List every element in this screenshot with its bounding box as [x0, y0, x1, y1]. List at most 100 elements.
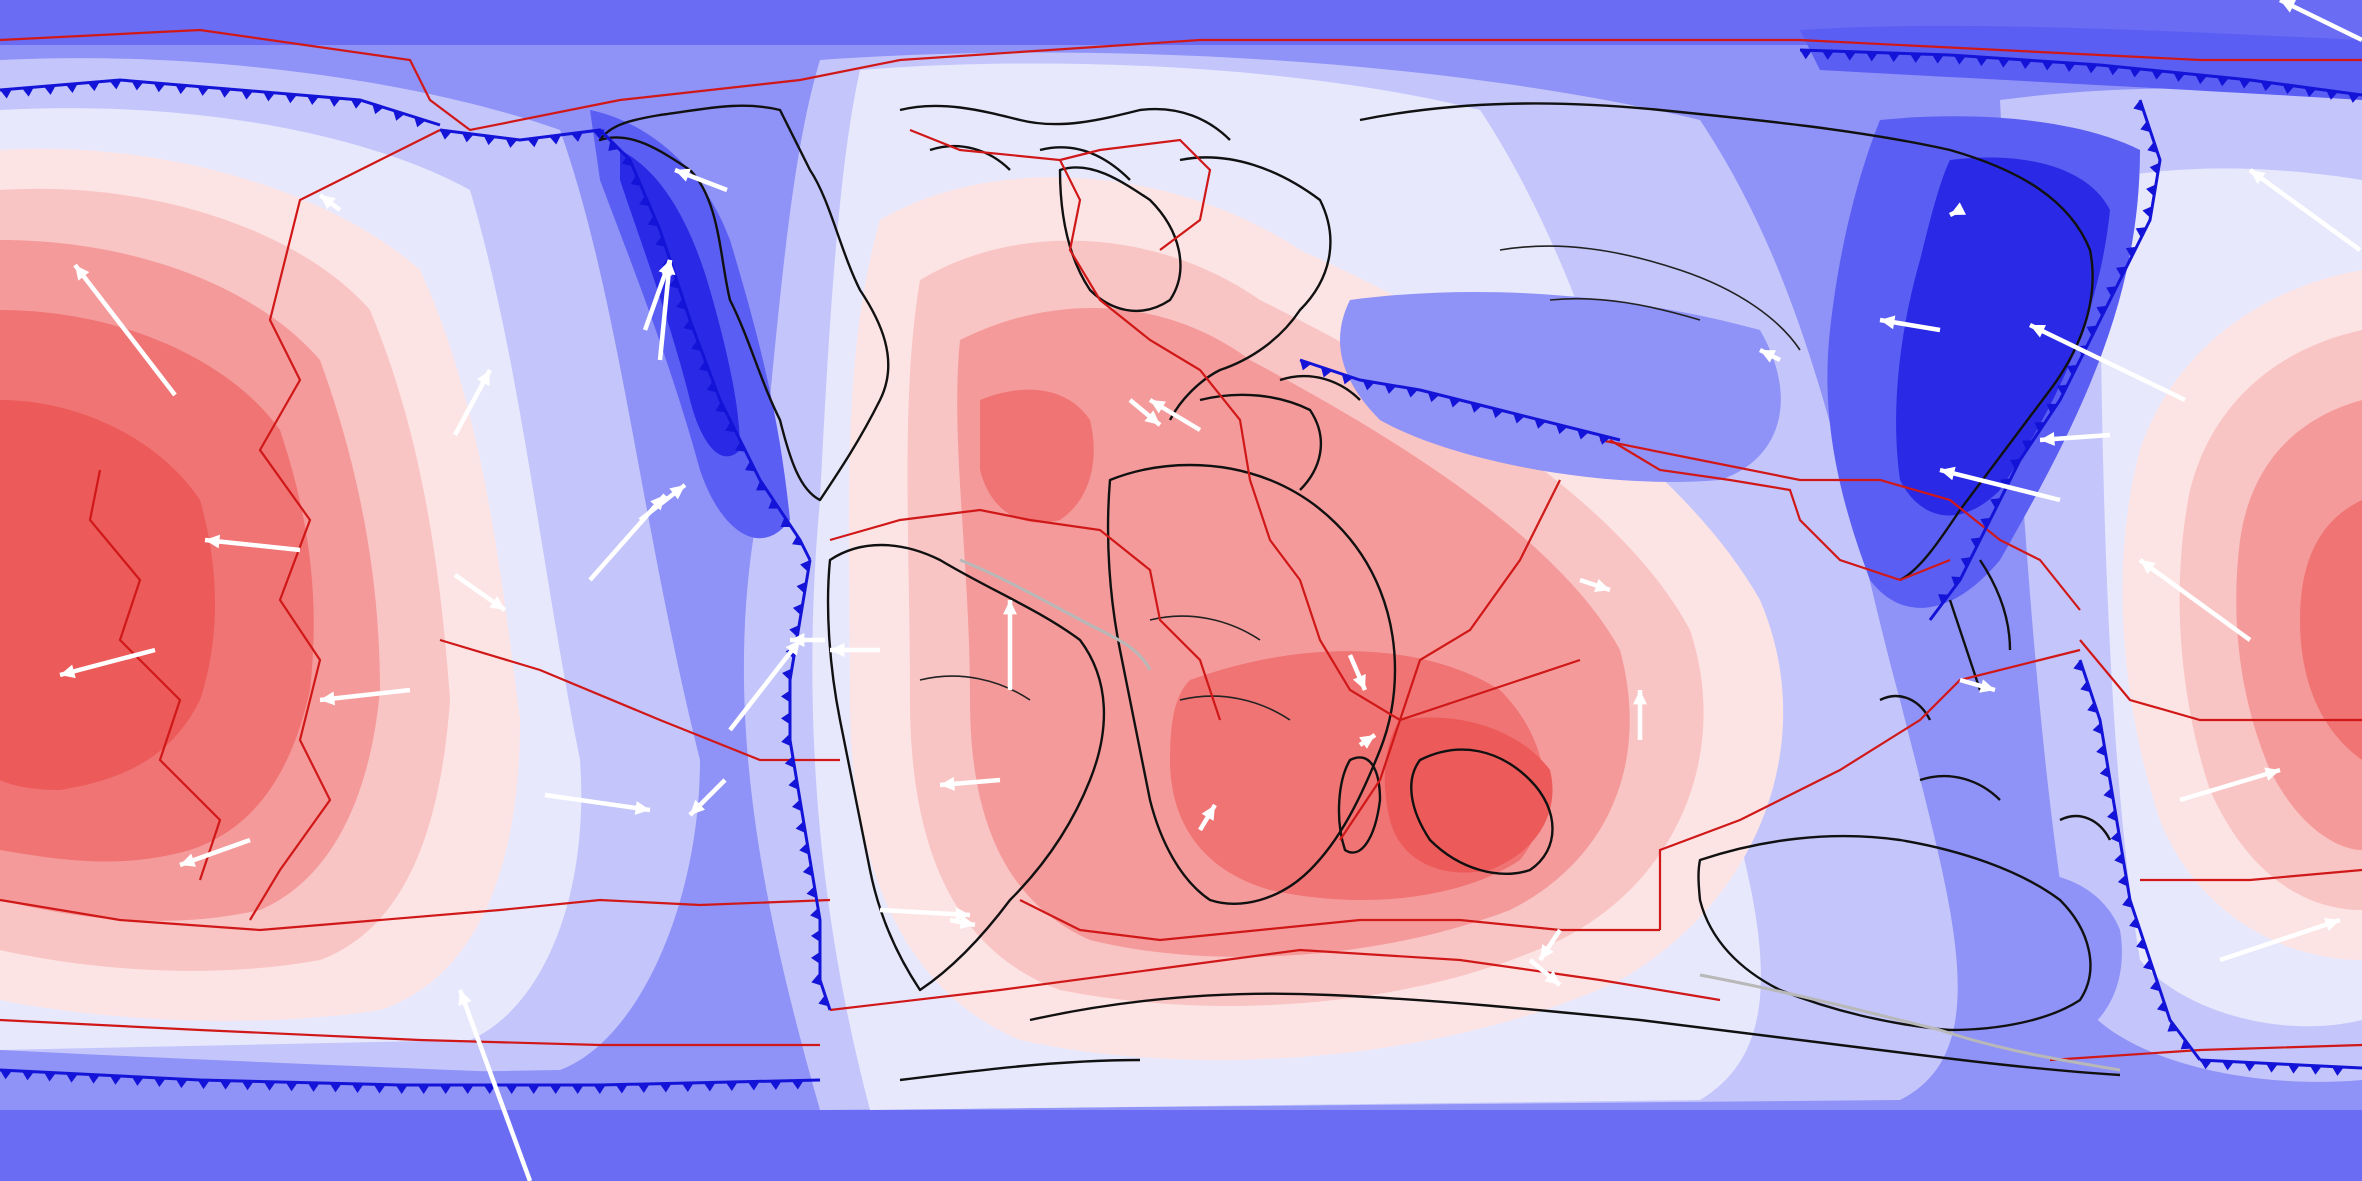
- subduction-tooth: [2140, 120, 2151, 133]
- subduction-tooth: [691, 339, 702, 352]
- subduction-tooth: [630, 175, 642, 187]
- ridge-grey-antarctica: [1699, 973, 2121, 1072]
- plate-boundary-pacific-south: [0, 898, 831, 932]
- coast-asia-east: [1948, 559, 2012, 691]
- coast-islands-east: [1879, 694, 2112, 841]
- subduction-tooth: [782, 668, 792, 681]
- subduction-tooth: [725, 1081, 738, 1092]
- subduction-tooth: [1300, 359, 1312, 371]
- subduction-tooth: [789, 625, 800, 637]
- velocity-arrowhead-16: [675, 168, 691, 182]
- velocity-vector-31: [2138, 558, 2252, 642]
- subduction-tooth: [2217, 76, 2229, 87]
- subduction-tooth: [2085, 64, 2098, 74]
- plate-boundary-pacific-inner: [88, 469, 222, 881]
- plate-boundary-asia: [1599, 438, 2081, 611]
- subduction-tooth: [263, 1081, 276, 1091]
- subduction-tooth: [483, 1085, 496, 1094]
- subduction-tooth: [285, 1082, 298, 1092]
- subduction-tooth: [2180, 1039, 2192, 1050]
- subduction-tooth: [21, 1071, 34, 1081]
- subduction-tooth: [725, 421, 737, 433]
- subduction-tooth: [810, 908, 820, 920]
- subduction-tooth: [2034, 422, 2046, 433]
- velocity-arrowhead-10: [650, 495, 665, 511]
- subduction-tooth: [637, 1083, 650, 1094]
- velocity-vector-1: [73, 263, 177, 397]
- subduction-tooth: [2117, 874, 2128, 887]
- velocity-arrowhead-41: [1150, 400, 1166, 414]
- plate-boundary-east-pacific: [2079, 639, 2362, 722]
- subduction-tooth: [781, 690, 790, 703]
- subduction-tooth: [483, 135, 496, 146]
- plate-boundary-atlantic: [909, 128, 1581, 722]
- subduction-tooth: [1970, 537, 1982, 549]
- subduction-tooth: [439, 1085, 452, 1094]
- subduction-tooth: [2149, 162, 2160, 175]
- subduction-tooth: [87, 1074, 100, 1084]
- coast-antarctica: [899, 992, 2121, 1082]
- coast-africa: [1106, 463, 1397, 905]
- subduction-north-pacific: [0, 78, 441, 127]
- subduction-tooth: [2347, 93, 2360, 103]
- subduction-tooth: [2146, 184, 2156, 197]
- velocity-vector-14: [457, 989, 533, 1181]
- subduction-tooth: [2150, 979, 2161, 992]
- subduction-tooth: [329, 1083, 342, 1093]
- subduction-tooth: [1980, 517, 1992, 529]
- subduction-tooth: [784, 756, 795, 768]
- velocity-arrowhead-3: [60, 664, 76, 679]
- subduction-tooth: [549, 1085, 562, 1094]
- subduction-tooth: [1406, 387, 1418, 398]
- subduction-tooth: [2106, 286, 2117, 297]
- subduction-tooth: [592, 129, 605, 140]
- subduction-tooth: [806, 886, 817, 899]
- grey-ridges: [959, 558, 2121, 1072]
- plate-boundary-east-lower: [2049, 1043, 2362, 1062]
- subduction-tooth: [1975, 56, 1988, 67]
- velocity-vector-17: [657, 259, 673, 361]
- subduction-tooth: [1470, 402, 1483, 413]
- subduction-tooth: [43, 85, 56, 95]
- velocity-arrowhead-26: [1633, 690, 1647, 705]
- subduction-tooth: [328, 97, 341, 107]
- subduction-tooth: [799, 842, 810, 855]
- subduction-tooth: [109, 1075, 122, 1085]
- velocity-arrowhead-20: [940, 776, 955, 791]
- velocity-arrowhead-40: [955, 907, 970, 922]
- velocity-vector-35: [2248, 168, 2362, 252]
- subduction-tooth: [197, 1079, 210, 1090]
- subduction-tooth: [2129, 917, 2140, 929]
- subduction-tooth: [2107, 809, 2117, 822]
- velocity-arrowhead-35: [2250, 170, 2266, 185]
- velocity-arrowhead-13: [690, 799, 706, 815]
- subduction-tooth: [505, 138, 518, 148]
- subduction-tooth: [461, 132, 474, 143]
- subduction-tooth: [792, 534, 803, 546]
- subduction-tooth: [811, 951, 820, 964]
- bottom-band: [0, 1110, 2362, 1181]
- subduction-tooth: [2080, 680, 2091, 693]
- subduction-tooth: [788, 777, 799, 790]
- subduction-tooth: [621, 154, 633, 166]
- velocity-arrowhead-1: [75, 265, 90, 281]
- subduction-zones: [0, 48, 2362, 1094]
- subduction-tooth: [219, 1080, 232, 1090]
- subduction-tooth: [2114, 852, 2125, 865]
- subduction-tooth: [706, 381, 718, 393]
- subduction-tooth: [639, 195, 650, 207]
- subduction-tooth: [2282, 84, 2295, 95]
- subduction-tooth: [2110, 831, 2121, 844]
- subduction-tooth: [818, 995, 829, 1007]
- subduction-tooth: [2129, 67, 2142, 78]
- subduction-tooth: [1577, 429, 1589, 440]
- subduction-tooth: [1953, 55, 1966, 65]
- subduction-tooth: [2136, 938, 2147, 950]
- subduction-tooth: [1960, 557, 1972, 568]
- subduction-tooth: [395, 1085, 408, 1094]
- subduction-tooth: [2133, 99, 2144, 112]
- contour-blue-pacific-south: [0, 1050, 700, 1110]
- subduction-tooth: [2041, 61, 2054, 71]
- velocity-arrowhead-17: [661, 260, 676, 276]
- subduction-tooth: [792, 603, 803, 616]
